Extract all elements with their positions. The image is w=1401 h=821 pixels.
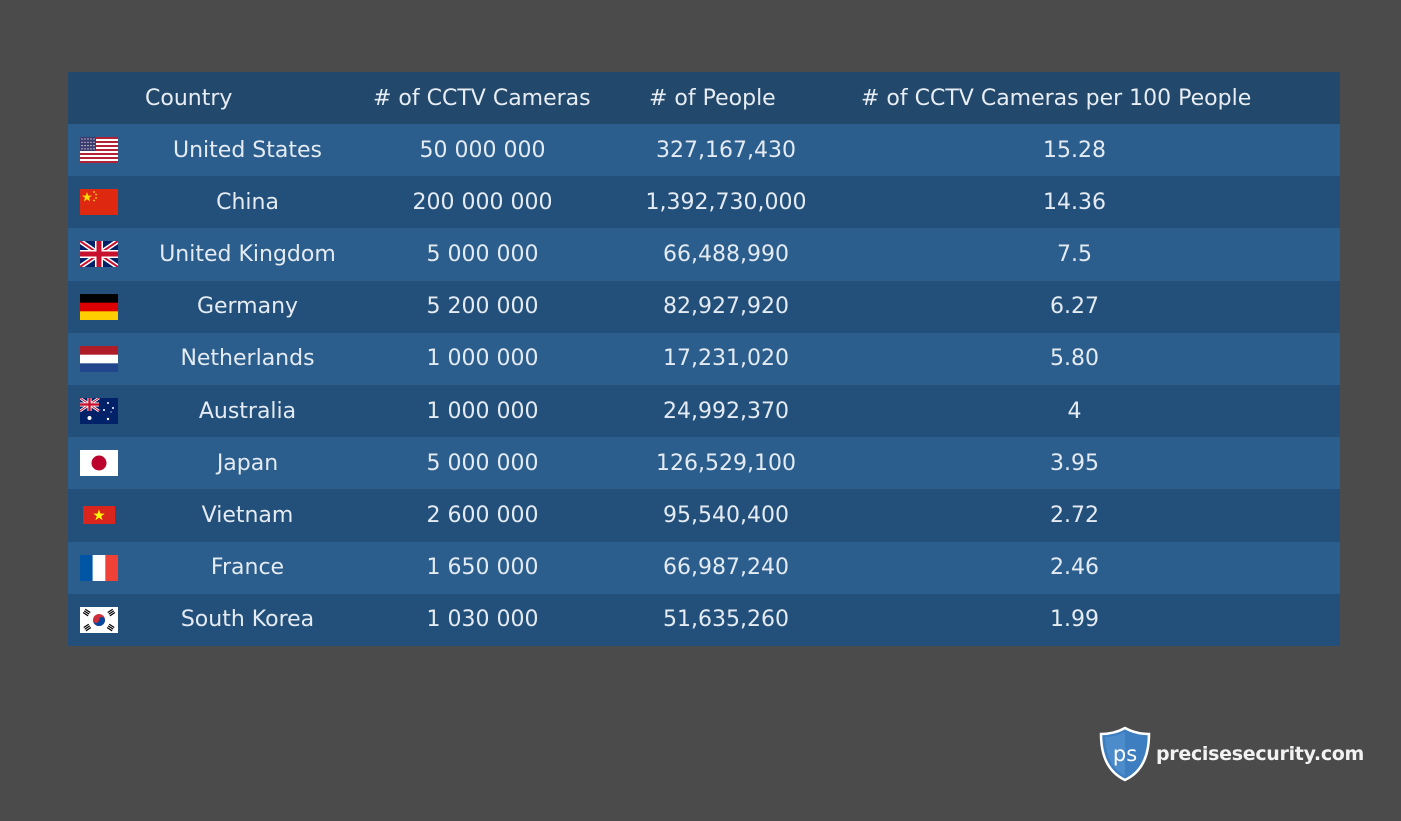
country-cell: Netherlands <box>180 346 315 372</box>
header-cameras: # of CCTV Cameras <box>373 85 591 111</box>
cn-flag-icon <box>80 189 118 216</box>
pad-cell <box>1307 176 1340 228</box>
per-100-cell: 2.72 <box>1050 502 1099 528</box>
cameras-cell: 2 600 000 <box>426 502 539 528</box>
cameras-cell: 1 650 000 <box>426 555 539 581</box>
country-cell: United Kingdom <box>159 241 336 267</box>
people-cell: 82,927,920 <box>663 294 789 320</box>
cameras-cell: 200 000 000 <box>412 189 553 215</box>
flag-cell <box>68 542 140 594</box>
cameras-cell: 5 000 000 <box>426 241 539 267</box>
pad-cell <box>1307 594 1340 646</box>
country-cell: South Korea <box>180 607 315 633</box>
cameras-cell: 1 000 000 <box>426 398 539 424</box>
pad-cell <box>1307 228 1340 280</box>
cameras-cell: 1 000 000 <box>426 346 539 372</box>
people-cell: 51,635,260 <box>663 607 789 633</box>
cameras-cell: 50 000 000 <box>419 137 546 163</box>
cameras-cell: 5 000 000 <box>426 450 539 476</box>
table-row: United Kingdom 5 000 000 66,488,990 7.5 <box>68 228 1340 281</box>
people-cell: 1,392,730,000 <box>645 189 807 215</box>
flag-cell <box>68 281 140 333</box>
country-cell: Germany <box>196 294 299 320</box>
us-flag-icon <box>80 137 118 164</box>
pad-cell <box>1307 437 1340 489</box>
header-country: Country <box>145 85 233 111</box>
per-100-cell: 3.95 <box>1050 450 1099 476</box>
logo-text: precisesecurity.com <box>1156 743 1365 765</box>
cctv-table-container: Country # of CCTV Cameras # of People # … <box>68 72 1340 646</box>
cctv-table: Country # of CCTV Cameras # of People # … <box>68 72 1340 646</box>
people-cell: 17,231,020 <box>663 346 789 372</box>
cameras-cell: 1 030 000 <box>426 607 539 633</box>
table-row: Australia 1 000 000 24,992,370 4 <box>68 384 1340 438</box>
table-row: Netherlands 1 000 000 17,231,020 5.80 <box>68 332 1340 385</box>
au-flag-icon <box>80 398 118 425</box>
kr-flag-icon <box>80 606 118 633</box>
flag-cell <box>68 437 140 489</box>
pad-cell <box>1307 333 1340 385</box>
country-cell: France <box>210 555 285 581</box>
vn-flag-icon <box>80 502 118 528</box>
table-row: United States 50 000 000 327,167,430 15.28 <box>68 124 1340 177</box>
table-row: Vietnam 2 600 000 95,540,400 2.72 <box>68 489 1340 542</box>
pad-cell <box>1307 542 1340 594</box>
precisesecurity-logo: ps precisesecurity.com <box>1098 726 1364 782</box>
country-cell: Australia <box>198 398 297 424</box>
per-100-cell: 15.28 <box>1043 137 1106 163</box>
flag-cell <box>68 333 140 385</box>
flag-cell <box>68 124 140 176</box>
per-100-cell: 1.99 <box>1050 607 1099 633</box>
header-people: # of People <box>649 85 776 111</box>
table-row: China 200 000 000 1,392,730,000 14.36 <box>68 176 1340 229</box>
flag-cell <box>68 385 140 437</box>
flag-cell <box>68 176 140 228</box>
country-cell: China <box>216 189 279 215</box>
de-flag-icon <box>80 293 118 320</box>
pad-cell <box>1307 281 1340 333</box>
country-cell: Japan <box>216 450 279 476</box>
people-cell: 95,540,400 <box>663 502 789 528</box>
header-flag <box>68 72 140 124</box>
table-row: South Korea 1 030 000 51,635,260 1.99 <box>68 593 1340 646</box>
people-cell: 126,529,100 <box>656 450 796 476</box>
country-cell: Vietnam <box>201 502 294 528</box>
people-cell: 66,488,990 <box>663 241 789 267</box>
flag-cell <box>68 228 140 280</box>
table-body: United States 50 000 000 327,167,430 15.28 C… <box>68 124 1340 646</box>
per-100-cell: 5.80 <box>1050 346 1099 372</box>
flag-cell <box>68 489 140 541</box>
pad-cell <box>1307 124 1340 176</box>
people-cell: 66,987,240 <box>663 555 789 581</box>
header-pad <box>1307 72 1340 124</box>
per-100-cell: 2.46 <box>1050 555 1099 581</box>
people-cell: 24,992,370 <box>663 398 789 424</box>
people-cell: 327,167,430 <box>656 137 796 163</box>
country-cell: United States <box>173 137 322 163</box>
per-100-cell: 4 <box>1067 398 1082 424</box>
per-100-cell: 14.36 <box>1043 189 1106 215</box>
table-header-row: Country # of CCTV Cameras # of People # … <box>68 72 1340 124</box>
fr-flag-icon <box>80 554 118 581</box>
table-row: Japan 5 000 000 126,529,100 3.95 <box>68 437 1340 490</box>
flag-cell <box>68 594 140 646</box>
shield-logo-icon: ps <box>1099 726 1151 782</box>
jp-flag-icon <box>80 450 118 477</box>
cameras-cell: 5 200 000 <box>426 294 539 320</box>
table-row: Germany 5 200 000 82,927,920 6.27 <box>68 280 1340 333</box>
table-row: France 1 650 000 66,987,240 2.46 <box>68 541 1340 594</box>
header-per-100: # of CCTV Cameras per 100 People <box>861 85 1252 111</box>
nl-flag-icon <box>80 345 118 372</box>
svg-text:ps: ps <box>1113 742 1137 766</box>
per-100-cell: 7.5 <box>1057 241 1092 267</box>
pad-cell <box>1307 385 1340 437</box>
gb-flag-icon <box>80 241 118 268</box>
per-100-cell: 6.27 <box>1050 294 1099 320</box>
pad-cell <box>1307 489 1340 541</box>
